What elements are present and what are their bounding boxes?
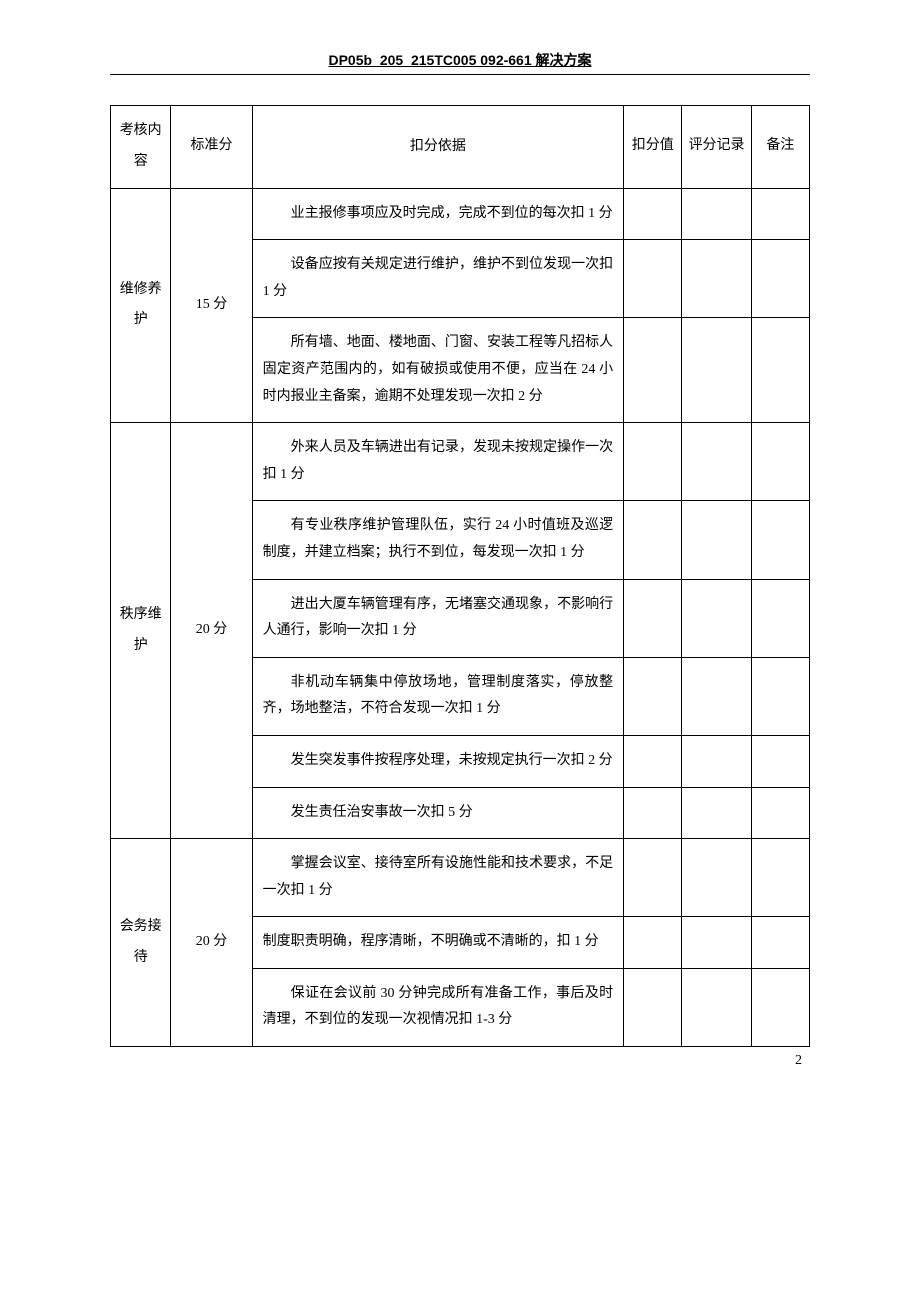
- deduct-cell: [624, 423, 682, 501]
- record-cell: [682, 657, 752, 735]
- deduct-cell: [624, 657, 682, 735]
- deduct-cell: [624, 188, 682, 240]
- deduct-cell: [624, 917, 682, 969]
- assessment-table: 考核内容 标准分 扣分依据 扣分值 评分记录 备注 维修养护 15 分 业主报修…: [110, 105, 810, 1047]
- table-header-row: 考核内容 标准分 扣分依据 扣分值 评分记录 备注: [111, 106, 810, 189]
- record-cell: [682, 735, 752, 787]
- note-cell: [751, 501, 809, 579]
- basis-cell: 发生突发事件按程序处理，未按规定执行一次扣 2 分: [252, 735, 624, 787]
- note-cell: [751, 318, 809, 423]
- table-row: 会务接待 20 分 掌握会议室、接待室所有设施性能和技术要求，不足一次扣 1 分: [111, 839, 810, 917]
- note-cell: [751, 423, 809, 501]
- record-cell: [682, 423, 752, 501]
- table-row: 维修养护 15 分 业主报修事项应及时完成，完成不到位的每次扣 1 分: [111, 188, 810, 240]
- category-cell: 会务接待: [111, 839, 171, 1047]
- basis-cell: 非机动车辆集中停放场地，管理制度落实，停放整齐，场地整洁，不符合发现一次扣 1 …: [252, 657, 624, 735]
- header-note: 备注: [751, 106, 809, 189]
- header-record: 评分记录: [682, 106, 752, 189]
- basis-cell: 设备应按有关规定进行维护，维护不到位发现一次扣 1 分: [252, 240, 624, 318]
- basis-cell: 保证在会议前 30 分钟完成所有准备工作，事后及时清理，不到位的发现一次视情况扣…: [252, 968, 624, 1046]
- record-cell: [682, 579, 752, 657]
- note-cell: [751, 240, 809, 318]
- record-cell: [682, 917, 752, 969]
- deduct-cell: [624, 318, 682, 423]
- basis-cell: 发生责任治安事故一次扣 5 分: [252, 787, 624, 839]
- record-cell: [682, 968, 752, 1046]
- category-cell: 秩序维护: [111, 423, 171, 839]
- score-cell: 20 分: [171, 839, 252, 1047]
- note-cell: [751, 839, 809, 917]
- note-cell: [751, 188, 809, 240]
- document-header: DP05b_205_215TC005 092-661 解决方案: [110, 50, 810, 70]
- basis-cell: 有专业秩序维护管理队伍，实行 24 小时值班及巡逻制度，并建立档案；执行不到位，…: [252, 501, 624, 579]
- header-category: 考核内容: [111, 106, 171, 189]
- deduct-cell: [624, 579, 682, 657]
- record-cell: [682, 188, 752, 240]
- record-cell: [682, 318, 752, 423]
- table-row: 秩序维护 20 分 外来人员及车辆进出有记录，发现未按规定操作一次扣 1 分: [111, 423, 810, 501]
- header-basis: 扣分依据: [252, 106, 624, 189]
- deduct-cell: [624, 787, 682, 839]
- note-cell: [751, 579, 809, 657]
- note-cell: [751, 917, 809, 969]
- deduct-cell: [624, 501, 682, 579]
- deduct-cell: [624, 240, 682, 318]
- deduct-cell: [624, 735, 682, 787]
- note-cell: [751, 735, 809, 787]
- header-underline: [110, 74, 810, 75]
- basis-cell: 业主报修事项应及时完成，完成不到位的每次扣 1 分: [252, 188, 624, 240]
- deduct-cell: [624, 839, 682, 917]
- basis-cell: 制度职责明确，程序清晰，不明确或不清晰的，扣 1 分: [252, 917, 624, 969]
- note-cell: [751, 787, 809, 839]
- record-cell: [682, 240, 752, 318]
- category-cell: 维修养护: [111, 188, 171, 423]
- basis-cell: 进出大厦车辆管理有序，无堵塞交通现象，不影响行人通行，影响一次扣 1 分: [252, 579, 624, 657]
- deduct-cell: [624, 968, 682, 1046]
- record-cell: [682, 839, 752, 917]
- basis-cell: 掌握会议室、接待室所有设施性能和技术要求，不足一次扣 1 分: [252, 839, 624, 917]
- score-cell: 15 分: [171, 188, 252, 423]
- note-cell: [751, 968, 809, 1046]
- record-cell: [682, 501, 752, 579]
- record-cell: [682, 787, 752, 839]
- score-cell: 20 分: [171, 423, 252, 839]
- note-cell: [751, 657, 809, 735]
- header-score: 标准分: [171, 106, 252, 189]
- basis-cell: 外来人员及车辆进出有记录，发现未按规定操作一次扣 1 分: [252, 423, 624, 501]
- header-deduct: 扣分值: [624, 106, 682, 189]
- basis-cell: 所有墙、地面、楼地面、门窗、安装工程等凡招标人固定资产范围内的，如有破损或使用不…: [252, 318, 624, 423]
- page-number: 2: [110, 1053, 810, 1069]
